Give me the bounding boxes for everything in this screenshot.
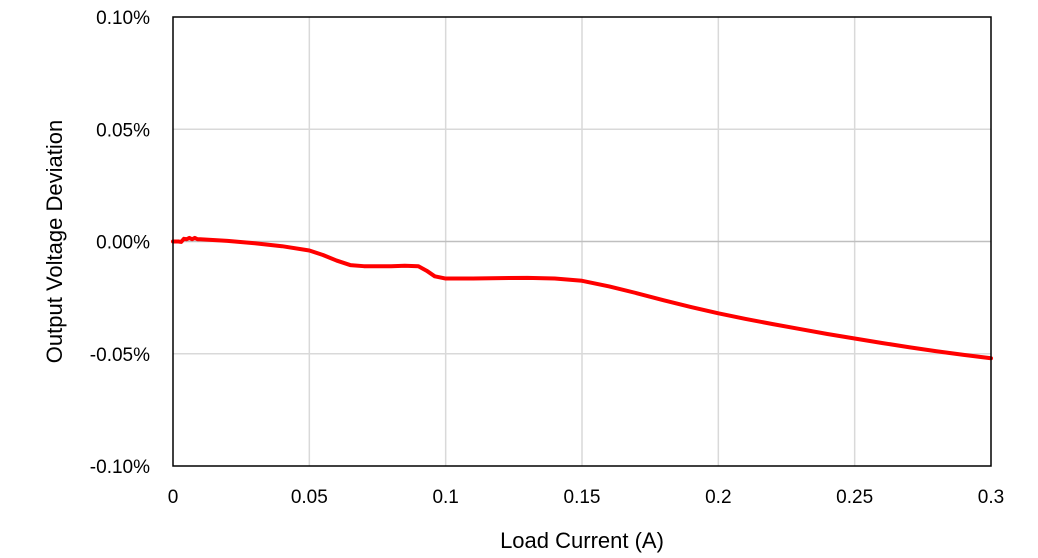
y-tick-label: 0.00%: [96, 233, 150, 254]
x-tick-label: 0: [168, 487, 179, 508]
x-tick-label: 0.05: [291, 487, 328, 508]
x-tick-label: 0.3: [978, 487, 1004, 508]
y-tick-label: 0.05%: [96, 120, 150, 141]
x-tick-label: 0.25: [836, 487, 873, 508]
y-axis-tick-labels: 0.10% 0.05% 0.00% -0.05% -0.10%: [90, 8, 150, 478]
x-tick-label: 0.1: [432, 487, 458, 508]
y-axis-title: Output Voltage Deviation: [42, 120, 67, 363]
x-axis-title: Load Current (A): [500, 528, 664, 553]
y-tick-label: -0.10%: [90, 457, 150, 478]
plot-area-border: [172, 16, 992, 467]
y-tick-label: -0.05%: [90, 345, 150, 366]
series-line-0: [171, 235, 993, 361]
series-layer: [171, 235, 993, 361]
x-tick-label: 0.15: [564, 487, 601, 508]
grid-lines: [173, 17, 991, 466]
x-tick-label: 0.2: [705, 487, 731, 508]
x-axis-tick-labels: 0 0.05 0.1 0.15 0.2 0.25 0.3: [168, 487, 1005, 508]
y-tick-label: 0.10%: [96, 8, 150, 29]
